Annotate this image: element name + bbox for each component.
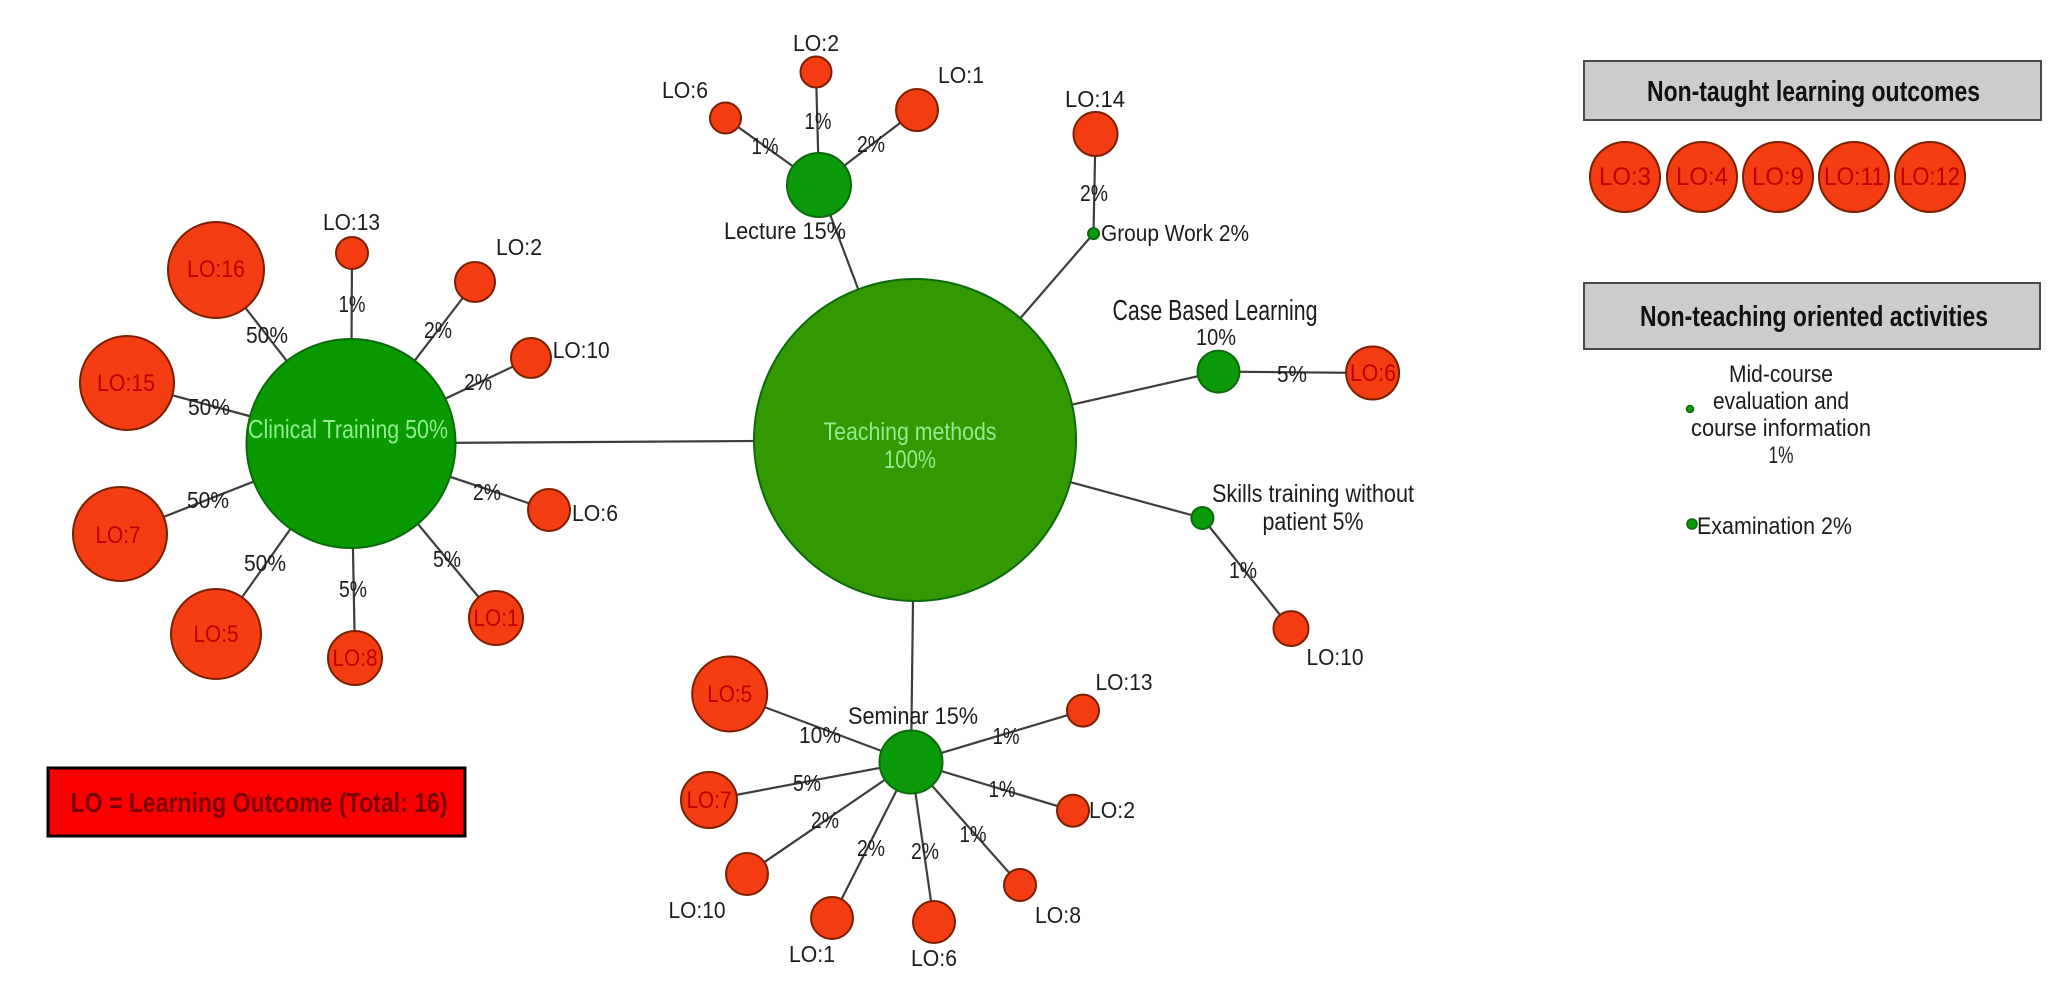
svg-text:LO:7: LO:7 bbox=[687, 787, 732, 814]
svg-text:LO:3: LO:3 bbox=[1599, 163, 1651, 191]
svg-text:evaluation and: evaluation and bbox=[1713, 388, 1849, 415]
svg-text:100%: 100% bbox=[884, 446, 936, 474]
svg-text:Lecture 15%: Lecture 15% bbox=[724, 218, 846, 245]
svg-text:10%: 10% bbox=[799, 722, 841, 748]
svg-text:LO:2: LO:2 bbox=[1089, 797, 1135, 823]
svg-text:Non-teaching oriented activiti: Non-teaching oriented activities bbox=[1640, 301, 1988, 333]
svg-text:Mid-course: Mid-course bbox=[1729, 361, 1833, 388]
svg-text:LO:5: LO:5 bbox=[194, 621, 239, 648]
svg-text:1%: 1% bbox=[805, 108, 832, 134]
svg-text:Case Based Learning: Case Based Learning bbox=[1113, 295, 1318, 327]
svg-text:LO:7: LO:7 bbox=[96, 522, 141, 549]
svg-text:LO:6: LO:6 bbox=[572, 500, 618, 526]
svg-text:1%: 1% bbox=[752, 133, 779, 159]
svg-text:5%: 5% bbox=[339, 576, 367, 602]
svg-text:50%: 50% bbox=[187, 487, 229, 513]
svg-text:LO:1: LO:1 bbox=[789, 941, 835, 967]
svg-text:Teaching methods: Teaching methods bbox=[824, 418, 997, 446]
svg-text:LO:16: LO:16 bbox=[187, 256, 245, 283]
svg-text:2%: 2% bbox=[473, 479, 501, 505]
svg-text:patient 5%: patient 5% bbox=[1263, 508, 1364, 536]
svg-text:Non-taught learning outcomes: Non-taught learning outcomes bbox=[1647, 76, 1980, 108]
svg-text:LO = Learning Outcome (Total:: LO = Learning Outcome (Total: 16) bbox=[71, 787, 448, 818]
svg-text:LO:11: LO:11 bbox=[1824, 163, 1884, 191]
svg-text:1%: 1% bbox=[1229, 557, 1257, 583]
svg-text:LO:8: LO:8 bbox=[333, 645, 378, 672]
svg-text:course information: course information bbox=[1691, 415, 1871, 442]
svg-text:LO:9: LO:9 bbox=[1752, 163, 1804, 191]
svg-text:LO:2: LO:2 bbox=[496, 234, 542, 260]
svg-text:1%: 1% bbox=[989, 776, 1016, 802]
svg-text:1%: 1% bbox=[339, 291, 366, 317]
svg-text:LO:1: LO:1 bbox=[938, 62, 984, 88]
svg-text:2%: 2% bbox=[857, 835, 885, 861]
svg-text:LO:15: LO:15 bbox=[97, 370, 155, 397]
svg-text:LO:13: LO:13 bbox=[323, 209, 380, 235]
svg-text:10%: 10% bbox=[1196, 324, 1236, 350]
svg-text:Seminar 15%: Seminar 15% bbox=[848, 703, 978, 730]
svg-text:Skills training without: Skills training without bbox=[1212, 480, 1414, 508]
svg-text:LO:4: LO:4 bbox=[1676, 163, 1728, 191]
svg-text:2%: 2% bbox=[811, 807, 839, 833]
svg-text:50%: 50% bbox=[244, 550, 286, 576]
svg-text:LO:10: LO:10 bbox=[553, 337, 610, 363]
svg-text:LO:8: LO:8 bbox=[1035, 902, 1081, 928]
svg-text:LO:10: LO:10 bbox=[669, 897, 726, 923]
svg-text:LO:2: LO:2 bbox=[793, 30, 839, 56]
svg-text:5%: 5% bbox=[433, 546, 461, 572]
svg-text:2%: 2% bbox=[1080, 180, 1108, 206]
svg-text:LO:6: LO:6 bbox=[911, 945, 957, 971]
svg-text:5%: 5% bbox=[1277, 361, 1307, 387]
svg-text:2%: 2% bbox=[911, 838, 939, 864]
svg-text:Examination 2%: Examination 2% bbox=[1697, 513, 1852, 540]
svg-text:LO:12: LO:12 bbox=[1900, 163, 1960, 191]
svg-text:5%: 5% bbox=[793, 770, 821, 796]
svg-text:50%: 50% bbox=[188, 394, 230, 420]
svg-text:1%: 1% bbox=[993, 723, 1020, 749]
svg-text:LO:5: LO:5 bbox=[707, 681, 752, 708]
svg-text:2%: 2% bbox=[464, 369, 492, 395]
svg-text:LO:6: LO:6 bbox=[1350, 360, 1396, 387]
svg-text:LO:13: LO:13 bbox=[1096, 669, 1153, 695]
svg-text:Group Work 2%: Group Work 2% bbox=[1101, 220, 1249, 246]
svg-text:LO:14: LO:14 bbox=[1065, 86, 1125, 112]
svg-text:2%: 2% bbox=[424, 317, 452, 343]
svg-text:1%: 1% bbox=[1769, 442, 1794, 469]
svg-text:LO:6: LO:6 bbox=[662, 77, 708, 103]
svg-text:2%: 2% bbox=[857, 131, 885, 157]
svg-text:1%: 1% bbox=[960, 821, 987, 847]
svg-text:LO:10: LO:10 bbox=[1307, 644, 1364, 670]
svg-text:Clinical Training 50%: Clinical Training 50% bbox=[248, 414, 448, 444]
svg-text:50%: 50% bbox=[246, 322, 288, 348]
svg-text:LO:1: LO:1 bbox=[474, 605, 519, 632]
